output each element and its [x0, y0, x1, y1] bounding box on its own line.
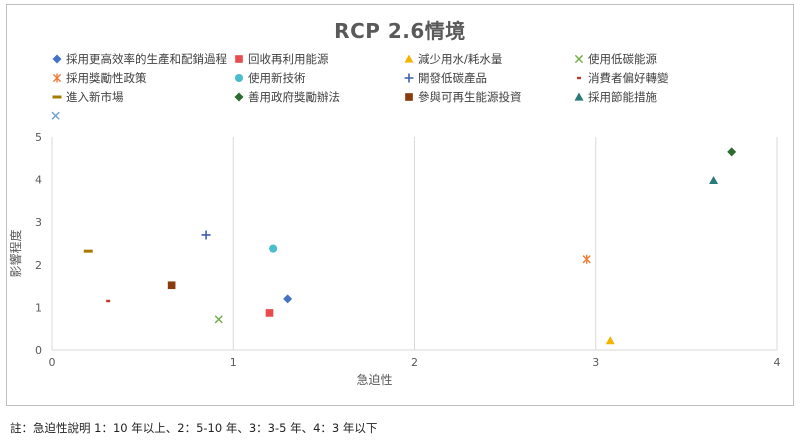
x-tick-label: 4 [774, 356, 781, 369]
legend-item: 回收再利用能源 [233, 51, 329, 67]
data-point [605, 336, 615, 345]
legend-marker-shape [234, 92, 244, 102]
legend-marker [404, 54, 414, 63]
legend-item: 參與可再生能源投資 [403, 89, 522, 105]
x-tick-label: 1 [230, 356, 237, 369]
legend-item: 使用新技術 [233, 70, 306, 86]
legend-marker [235, 55, 243, 63]
data-point [106, 299, 111, 303]
legend-label: 採用更高效率的生產和配銷過程 [66, 52, 227, 66]
legend-label: 使用新技術 [248, 71, 306, 85]
legend-label: 減少用水/耗水量 [418, 52, 503, 66]
data-point [201, 230, 211, 240]
chart-title: RCP 2.6情境 [334, 19, 466, 43]
legend-label: 消費者偏好轉變 [588, 71, 669, 85]
legend-marker-shape [52, 95, 62, 99]
y-tick-label: 2 [35, 259, 42, 272]
x-axis-title: 急迫性 [356, 372, 392, 387]
legend-item: 使用低碳能源 [573, 51, 657, 67]
legend-marker [52, 73, 62, 83]
legend-marker-shape [234, 73, 244, 83]
legend-marker-shape [52, 54, 62, 64]
data-point [167, 281, 176, 290]
legend-marker [574, 54, 584, 64]
data-point [269, 244, 278, 253]
y-tick-label: 1 [35, 301, 42, 314]
data-point [51, 111, 60, 120]
data-point [265, 309, 274, 317]
x-tick-label: 0 [49, 356, 56, 369]
legend-marker-shape [404, 73, 414, 83]
legend-label: 開發低碳產品 [418, 71, 487, 85]
legend-item: 善用政府獎勵辦法 [233, 89, 340, 105]
legend-label: 使用低碳能源 [588, 52, 657, 66]
y-axis-title: 影響程度 [8, 229, 23, 277]
legend-label: 善用政府獎勵辦法 [248, 90, 340, 104]
chart-frame: RCP 2.6情境 採用更高效率的生產和配銷過程 回收再利用能源 減少用水/耗水量使… [6, 4, 794, 406]
legend-item: 採用節能措施 [573, 89, 657, 105]
legend-item: 開發低碳產品 [403, 70, 487, 86]
footnote: 註：急迫性說明 1：10 年以上、2：5-10 年、3：3-5 年、4：3 年以… [10, 421, 378, 435]
legend-marker [234, 73, 244, 83]
legend-marker [52, 95, 62, 99]
legend-label: 採用獎勵性政策 [66, 71, 147, 85]
legend-label: 進入新市場 [66, 90, 124, 104]
x-tick-label: 3 [592, 356, 599, 369]
legend-item: 採用更高效率的生產和配銷過程 [51, 51, 227, 67]
legend-marker-shape [235, 55, 243, 63]
data-point [283, 294, 293, 304]
legend-marker-shape [404, 54, 414, 63]
legend-marker [404, 73, 414, 83]
legend-label: 回收再利用能源 [248, 52, 329, 66]
legend-marker [576, 76, 582, 80]
legend-label: 參與可再生能源投資 [418, 90, 522, 104]
legend-marker [405, 93, 413, 101]
y-tick-label: 5 [35, 131, 42, 144]
legend-marker [52, 54, 62, 64]
legend-item: 減少用水/耗水量 [403, 51, 502, 67]
data-point [727, 147, 737, 157]
legend-marker-shape [52, 73, 62, 83]
legend-marker-shape [574, 54, 584, 64]
legend-marker-shape [574, 92, 584, 101]
legend-item: 進入新市場 [51, 89, 124, 105]
legend-marker-shape [576, 76, 582, 80]
y-tick-label: 4 [35, 174, 42, 187]
data-point [214, 315, 223, 324]
x-tick-label: 2 [411, 356, 418, 369]
legend-marker [234, 92, 244, 102]
legend-label: 採用節能措施 [588, 90, 657, 104]
legend-marker [574, 92, 584, 101]
y-tick-label: 0 [35, 344, 42, 357]
data-point [709, 175, 719, 185]
y-tick-label: 3 [35, 216, 42, 229]
data-point [582, 254, 591, 264]
legend-item: 消費者偏好轉變 [573, 70, 669, 86]
data-point [83, 249, 93, 253]
legend-item: 採用獎勵性政策 [51, 70, 147, 86]
legend-marker-shape [405, 93, 413, 101]
